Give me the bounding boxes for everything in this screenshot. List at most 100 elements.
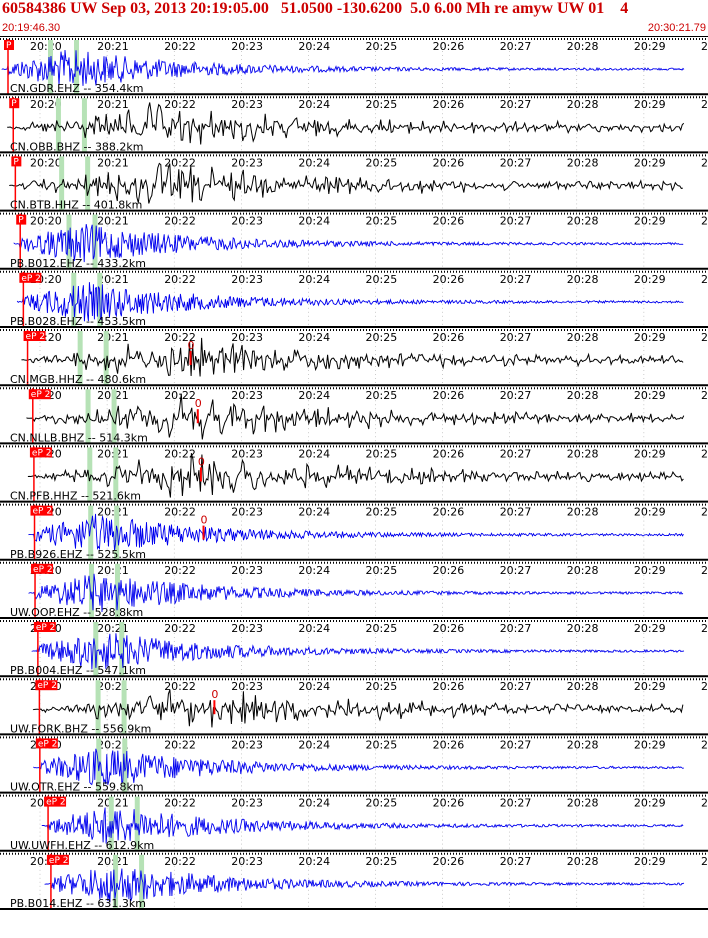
seismogram-plot: 20:20 20:21 20:22 20:23 20:24 20:25 20:26 20:27… xyxy=(0,36,708,910)
time-tick-label: 20:22 xyxy=(164,506,196,519)
time-tick-label: 20:28 xyxy=(567,855,599,868)
pick-tag xyxy=(19,272,42,283)
time-tick-label: 20:29 xyxy=(634,156,666,169)
time-tick-label: 20:20 xyxy=(30,98,62,111)
time-tick-label: 20:28 xyxy=(567,273,599,286)
pick-label: eP 2 xyxy=(33,507,53,517)
time-tick-label: 20:21 xyxy=(97,98,129,111)
waveform-trace xyxy=(13,224,684,263)
time-tick-label: 20:26 xyxy=(433,855,465,868)
time-tick-label: 20:3 xyxy=(701,273,708,286)
time-tick-label: 20:23 xyxy=(231,506,263,519)
time-tick-label: 20:26 xyxy=(433,447,465,460)
station-label: PB.B926.EHZ -- 525.5km xyxy=(10,548,146,561)
time-tick-label: 20:27 xyxy=(500,331,532,344)
waveform-trace xyxy=(28,513,684,551)
waveform-trace xyxy=(21,337,684,377)
pick-tag xyxy=(28,389,51,400)
time-tick-label: 20:3 xyxy=(701,156,708,169)
time-tick-label: 20:24 xyxy=(298,797,330,810)
pick-label: eP 2 xyxy=(37,681,57,691)
pick-tag xyxy=(35,680,58,691)
time-tick-label: 20:24 xyxy=(298,40,330,53)
time-tick-label: 20:21 xyxy=(97,156,129,169)
time-tick-label: 20:24 xyxy=(298,447,330,460)
amplitude-label: 0 xyxy=(211,688,218,701)
time-tick-label: 20:26 xyxy=(433,98,465,111)
pick-tag xyxy=(16,214,27,225)
time-tick-label: 20:22 xyxy=(164,622,196,635)
phase-window xyxy=(81,98,87,153)
time-tick-label: 20:24 xyxy=(298,680,330,693)
time-tick-label: 20:24 xyxy=(298,564,330,577)
time-tick-label: 20:3 xyxy=(701,389,708,402)
time-tick-label: 20:28 xyxy=(567,156,599,169)
time-tick-label: 20:25 xyxy=(366,738,398,751)
waveform-trace xyxy=(7,102,685,145)
phase-window xyxy=(134,796,140,851)
time-tick-label: 20:26 xyxy=(433,40,465,53)
time-tick-label: 20:23 xyxy=(231,622,263,635)
phase-window xyxy=(103,331,109,386)
station-label: UW.OTR.EHZ -- 559.8km xyxy=(10,781,144,794)
pick-tag xyxy=(11,156,22,167)
pick-label: eP 2 xyxy=(36,623,56,633)
time-tick-label: 20:23 xyxy=(231,156,263,169)
time-tick-label: 20:26 xyxy=(433,797,465,810)
pick-tag xyxy=(35,738,58,749)
time-tick-label: 20:24 xyxy=(298,331,330,344)
time-tick-label: 20:27 xyxy=(500,389,532,402)
time-tick-label: 20:21 xyxy=(97,855,129,868)
time-tick-label: 20:21 xyxy=(97,40,129,53)
time-tick-label: 20:3 xyxy=(701,331,708,344)
time-tick-label: 20:3 xyxy=(701,622,708,635)
time-tick-label: 20:25 xyxy=(366,40,398,53)
time-tick-label: 20:27 xyxy=(500,156,532,169)
time-tick-label: 20:24 xyxy=(298,156,330,169)
time-tick-label: 20:29 xyxy=(634,331,666,344)
waveform-trace xyxy=(41,807,684,844)
time-tick-label: 20:3 xyxy=(701,40,708,53)
time-tick-label: 20:25 xyxy=(366,622,398,635)
phase-window xyxy=(119,622,125,677)
pick-label: eP 2 xyxy=(49,856,69,866)
time-tick-label: 20:29 xyxy=(634,447,666,460)
time-tick-label: 20:20 xyxy=(30,40,62,53)
pick-label: eP 2 xyxy=(26,332,46,342)
phase-window xyxy=(87,447,93,502)
time-tick-label: 20:25 xyxy=(366,389,398,402)
time-tick-label: 20:24 xyxy=(298,622,330,635)
time-tick-label: 20:23 xyxy=(231,40,263,53)
trace-row: 20:2020:2120:2220:2320:2420:2520:2620:27… xyxy=(0,617,708,677)
phase-window xyxy=(95,680,101,735)
waveform-trace xyxy=(27,453,684,498)
time-tick-label: 20:21 xyxy=(97,738,129,751)
time-tick-label: 20:25 xyxy=(366,506,398,519)
time-tick-label: 20:26 xyxy=(433,680,465,693)
time-tick-label: 20:28 xyxy=(567,738,599,751)
time-tick-label: 20:27 xyxy=(500,98,532,111)
time-tick-label: 20:26 xyxy=(433,331,465,344)
phase-window xyxy=(139,854,145,909)
pick-tag xyxy=(31,563,54,574)
time-tick-label: 20:22 xyxy=(164,564,196,577)
time-tick-label: 20:29 xyxy=(634,215,666,228)
end-time: 20:30:21.79 xyxy=(647,22,706,34)
waveform-trace xyxy=(32,689,684,728)
time-tick-label: 20:29 xyxy=(634,855,666,868)
phase-window xyxy=(108,796,114,851)
time-tick-label: 20:20 xyxy=(30,156,62,169)
time-tick-label: 20:27 xyxy=(500,738,532,751)
pick-label: eP 2 xyxy=(38,739,58,749)
time-tick-label: 20:26 xyxy=(433,738,465,751)
phase-window xyxy=(114,563,120,618)
time-tick-label: 20:23 xyxy=(231,331,263,344)
time-tick-label: 20:23 xyxy=(231,855,263,868)
station-label: CN.NLLB.BHZ -- 514.3km xyxy=(10,431,148,444)
pick-tag xyxy=(30,505,53,516)
pick-label: P xyxy=(11,99,17,109)
